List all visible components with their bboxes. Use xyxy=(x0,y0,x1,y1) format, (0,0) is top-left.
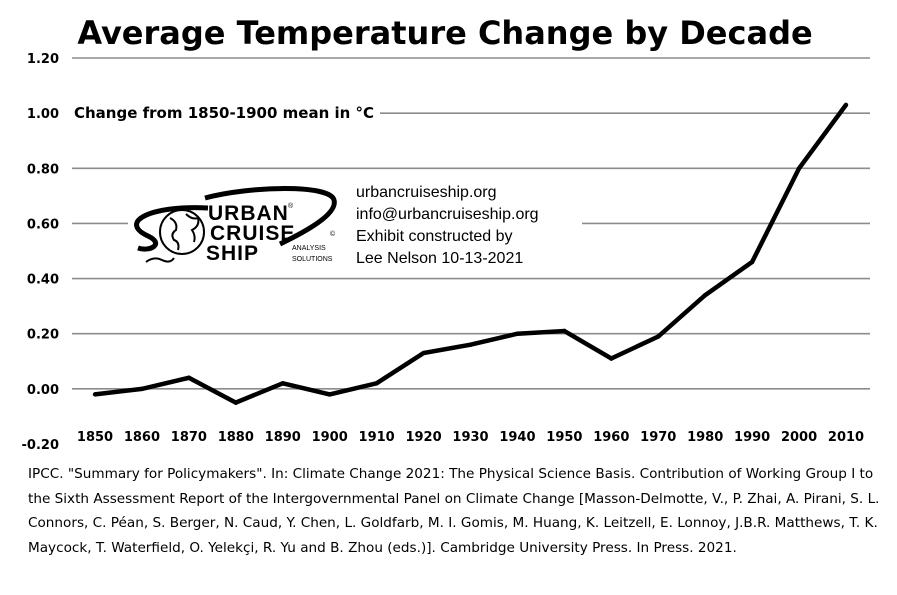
globe-swirl-icon xyxy=(134,186,337,263)
logo-word-2: CRUISE xyxy=(210,222,295,245)
registered-mark: ® xyxy=(288,202,294,210)
x-tick-label: 1890 xyxy=(265,430,301,445)
x-tick-label: 1910 xyxy=(359,430,395,445)
y-axis-label: Change from 1850-1900 mean in °C xyxy=(74,104,374,122)
ylabel-backing xyxy=(66,98,380,126)
chart-title: Average Temperature Change by Decade xyxy=(77,14,812,52)
y-tick-label: 0.00 xyxy=(27,383,59,398)
data-point xyxy=(92,392,98,397)
x-tick-label: 1900 xyxy=(312,430,348,445)
logo-tagline-solutions: SOLUTIONS xyxy=(292,256,333,263)
x-tick-label: 1850 xyxy=(77,430,113,445)
data-point xyxy=(233,400,239,405)
data-point xyxy=(421,350,426,356)
x-tick-label: 1880 xyxy=(218,430,254,445)
y-tick-label: 0.60 xyxy=(27,217,59,232)
x-tick-label: 2000 xyxy=(781,430,817,445)
source-citation: IPCC. "Summary for Policymakers". In: Cl… xyxy=(28,466,880,556)
x-tick-label: 1970 xyxy=(640,430,676,445)
data-point xyxy=(656,334,661,339)
data-point xyxy=(139,386,145,392)
x-tick-label: 1940 xyxy=(499,430,535,445)
y-tick-label: 0.40 xyxy=(27,273,59,288)
series-layer xyxy=(92,102,849,406)
credit-line: info@urbancruiseship.org xyxy=(356,206,539,223)
data-point xyxy=(749,259,755,265)
watermark-backing xyxy=(128,178,582,270)
x-tick-label: 1920 xyxy=(405,430,441,445)
y-tick-label: -0.20 xyxy=(22,438,59,453)
copyright-mark: © xyxy=(330,230,336,238)
x-tick-label: 1990 xyxy=(734,430,770,445)
data-point xyxy=(468,342,473,347)
x-axis-ticks: 1850 1860 1870 1880 1890 1900 1910 1920 1930 1940… xyxy=(77,430,864,445)
logo-word-3: SHIP xyxy=(206,242,259,265)
data-point xyxy=(186,375,192,381)
x-tick-label: 2010 xyxy=(828,430,864,445)
y-tick-label: 0.80 xyxy=(27,162,59,177)
y-tick-label: 0.20 xyxy=(27,328,59,343)
x-tick-label: 1860 xyxy=(124,430,160,445)
x-tick-label: 1930 xyxy=(452,430,488,445)
logo: URBAN CRUISE SHIP ® © ANALYSIS SOLUTIONS xyxy=(134,186,337,265)
credits: urbancruiseship.org info@urbancruiseship… xyxy=(356,184,539,267)
x-tick-label: 1960 xyxy=(593,430,629,445)
x-tick-label: 1870 xyxy=(171,430,207,445)
x-tick-label: 1980 xyxy=(687,430,723,445)
data-point xyxy=(327,392,332,397)
data-point xyxy=(796,166,802,171)
credit-line: Exhibit constructed by xyxy=(356,228,513,245)
credit-line: Lee Nelson 10-13-2021 xyxy=(356,250,523,267)
logo-tagline-analysis: ANALYSIS xyxy=(292,245,326,252)
credit-line: urbancruiseship.org xyxy=(356,184,497,201)
x-tick-label: 1950 xyxy=(546,430,582,445)
y-tick-label: 1.00 xyxy=(27,107,59,122)
data-point xyxy=(515,331,520,336)
y-tick-label: 1.20 xyxy=(27,52,59,67)
data-point xyxy=(609,356,614,361)
logo-word-1: URBAN xyxy=(208,202,289,225)
data-point xyxy=(374,381,379,386)
data-point xyxy=(562,328,567,334)
data-point xyxy=(702,292,708,298)
data-point xyxy=(843,102,849,108)
data-point xyxy=(280,381,285,386)
y-axis-ticks: 1.20 1.00 0.80 0.60 0.40 0.20 0.00 -0.20 xyxy=(22,52,59,453)
